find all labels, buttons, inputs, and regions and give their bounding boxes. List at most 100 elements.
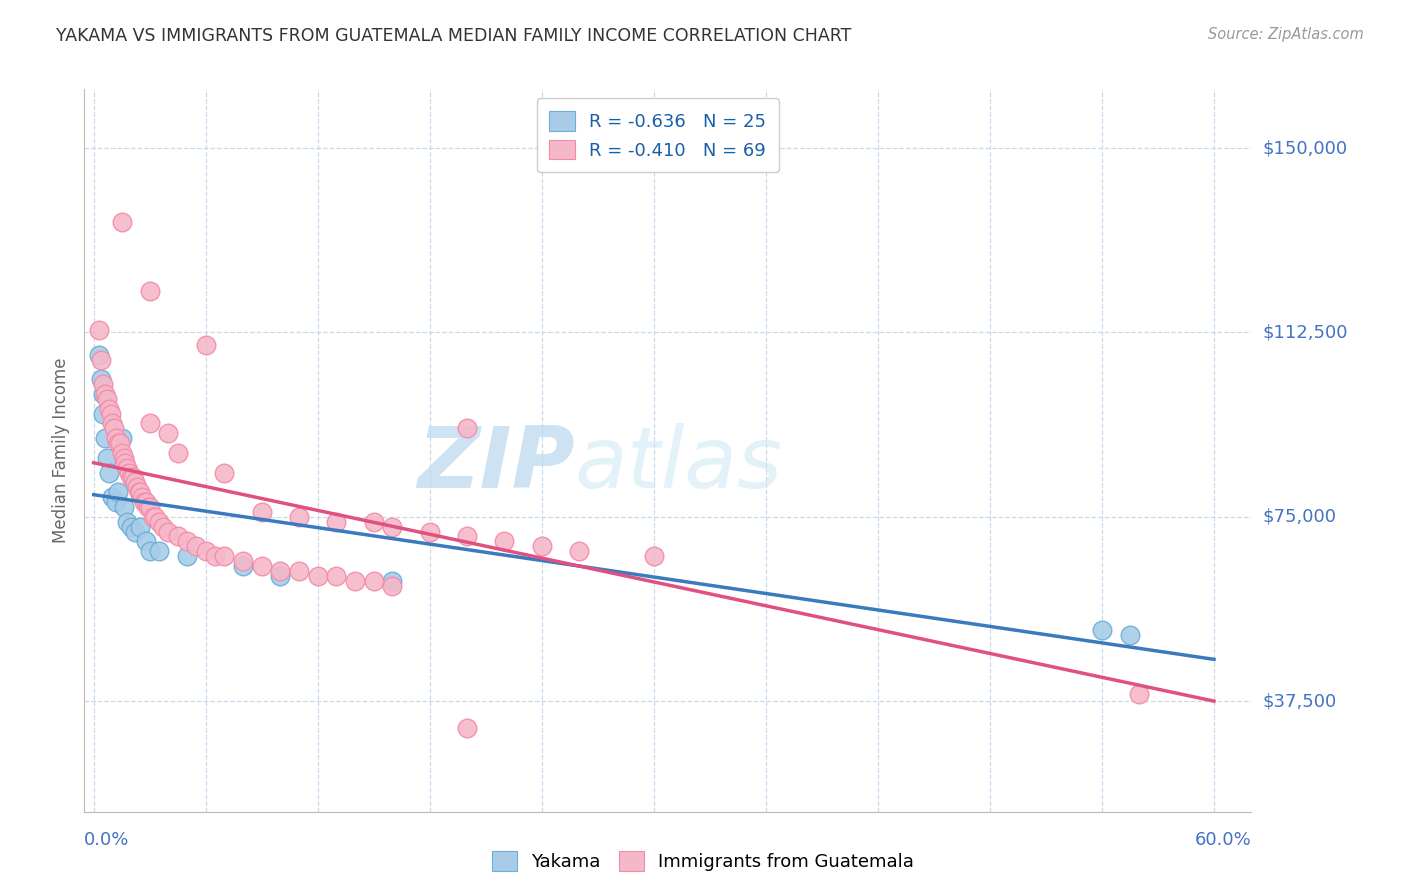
Point bbox=[176, 534, 198, 549]
Text: $37,500: $37,500 bbox=[1263, 692, 1337, 710]
Point bbox=[186, 539, 208, 553]
Point bbox=[105, 495, 128, 509]
Point bbox=[114, 456, 136, 470]
Text: $150,000: $150,000 bbox=[1263, 139, 1347, 157]
Text: 60.0%: 60.0% bbox=[1195, 831, 1251, 849]
Point bbox=[138, 500, 160, 514]
Text: Source: ZipAtlas.com: Source: ZipAtlas.com bbox=[1208, 27, 1364, 42]
Point bbox=[232, 558, 254, 573]
Point bbox=[96, 450, 118, 465]
Point bbox=[100, 407, 122, 421]
Point bbox=[381, 574, 404, 588]
Point bbox=[250, 558, 273, 573]
Point bbox=[91, 377, 114, 392]
Point bbox=[157, 426, 180, 441]
Point bbox=[288, 564, 311, 578]
Point bbox=[111, 215, 134, 229]
Point bbox=[643, 549, 665, 563]
Point bbox=[148, 515, 170, 529]
Point bbox=[135, 495, 157, 509]
Point bbox=[1119, 628, 1142, 642]
Point bbox=[138, 417, 160, 431]
Point bbox=[381, 519, 404, 533]
Point bbox=[142, 509, 165, 524]
Point bbox=[91, 407, 114, 421]
Point bbox=[568, 544, 591, 558]
Point bbox=[204, 549, 226, 563]
Point bbox=[419, 524, 441, 539]
Point bbox=[111, 446, 134, 460]
Point bbox=[108, 436, 131, 450]
Point bbox=[232, 554, 254, 568]
Point bbox=[120, 470, 142, 484]
Point bbox=[288, 509, 311, 524]
Point bbox=[530, 539, 553, 553]
Point bbox=[456, 529, 478, 543]
Point bbox=[124, 475, 146, 490]
Point bbox=[96, 392, 118, 406]
Point bbox=[307, 569, 329, 583]
Point bbox=[101, 490, 124, 504]
Point bbox=[456, 721, 478, 735]
Text: $75,000: $75,000 bbox=[1263, 508, 1337, 525]
Point bbox=[135, 534, 157, 549]
Text: $112,500: $112,500 bbox=[1263, 324, 1348, 342]
Point bbox=[101, 417, 124, 431]
Point bbox=[91, 387, 114, 401]
Point bbox=[269, 564, 291, 578]
Legend: Yakama, Immigrants from Guatemala: Yakama, Immigrants from Guatemala bbox=[485, 844, 921, 879]
Point bbox=[363, 515, 385, 529]
Point bbox=[118, 466, 141, 480]
Point bbox=[138, 284, 160, 298]
Point bbox=[456, 421, 478, 435]
Point bbox=[166, 446, 188, 460]
Text: 0.0%: 0.0% bbox=[84, 831, 129, 849]
Point bbox=[148, 544, 170, 558]
Point bbox=[325, 515, 347, 529]
Point bbox=[128, 485, 150, 500]
Point bbox=[129, 485, 152, 500]
Point bbox=[117, 460, 139, 475]
Point bbox=[250, 505, 273, 519]
Point bbox=[105, 431, 128, 445]
Legend: R = -0.636   N = 25, R = -0.410   N = 69: R = -0.636 N = 25, R = -0.410 N = 69 bbox=[537, 98, 779, 172]
Text: atlas: atlas bbox=[575, 424, 783, 507]
Point bbox=[363, 574, 385, 588]
Point bbox=[122, 470, 145, 484]
Point bbox=[94, 387, 117, 401]
Point bbox=[90, 352, 112, 367]
Point bbox=[129, 519, 152, 533]
Point bbox=[132, 495, 155, 509]
Point bbox=[176, 549, 198, 563]
Point bbox=[107, 485, 129, 500]
Point bbox=[494, 534, 516, 549]
Point bbox=[325, 569, 347, 583]
Point bbox=[344, 574, 367, 588]
Point bbox=[214, 549, 236, 563]
Point bbox=[131, 490, 153, 504]
Point bbox=[136, 500, 159, 514]
Y-axis label: Median Family Income: Median Family Income bbox=[52, 358, 70, 543]
Point bbox=[125, 480, 148, 494]
Point bbox=[112, 500, 135, 514]
Point bbox=[97, 401, 120, 416]
Point bbox=[138, 544, 160, 558]
Point bbox=[214, 466, 236, 480]
Point bbox=[143, 509, 166, 524]
Point bbox=[194, 544, 217, 558]
Point bbox=[89, 323, 111, 337]
Point bbox=[194, 338, 217, 352]
Point bbox=[381, 579, 404, 593]
Point bbox=[97, 466, 120, 480]
Point bbox=[120, 519, 142, 533]
Point bbox=[90, 372, 112, 386]
Point bbox=[1128, 687, 1150, 701]
Text: ZIP: ZIP bbox=[416, 424, 575, 507]
Point bbox=[1091, 623, 1114, 637]
Point bbox=[103, 421, 125, 435]
Point bbox=[157, 524, 180, 539]
Point bbox=[89, 348, 111, 362]
Point bbox=[124, 524, 146, 539]
Point bbox=[152, 519, 174, 533]
Text: YAKAMA VS IMMIGRANTS FROM GUATEMALA MEDIAN FAMILY INCOME CORRELATION CHART: YAKAMA VS IMMIGRANTS FROM GUATEMALA MEDI… bbox=[56, 27, 852, 45]
